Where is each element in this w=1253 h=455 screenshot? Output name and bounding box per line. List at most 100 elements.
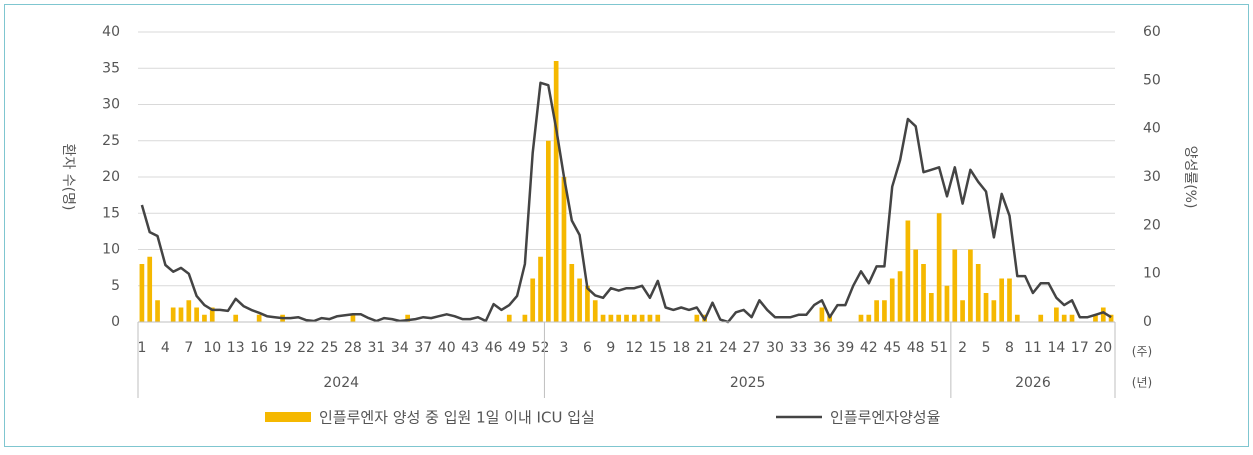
bar bbox=[1069, 314, 1075, 322]
bar bbox=[866, 314, 872, 322]
bar bbox=[1007, 278, 1012, 322]
bar bbox=[639, 314, 645, 322]
x-tick-label: 43 bbox=[461, 340, 479, 356]
x-tick-label: 2 bbox=[958, 340, 967, 356]
x-unit-label: (주) bbox=[1132, 345, 1152, 359]
x-tick-label: 12 bbox=[625, 340, 643, 356]
bar bbox=[921, 264, 926, 322]
bar bbox=[647, 314, 653, 322]
x-tick-label: 52 bbox=[532, 340, 550, 356]
x-tick-label: 5 bbox=[982, 340, 991, 356]
x-tick-label: 40 bbox=[438, 340, 456, 356]
bar bbox=[999, 278, 1005, 322]
bar bbox=[600, 314, 606, 322]
x-tick-label: 24 bbox=[719, 340, 737, 356]
line bbox=[140, 81, 1112, 324]
x-tick-label: 17 bbox=[1071, 340, 1089, 356]
x-tick-label: 37 bbox=[414, 340, 432, 356]
group-label: 2026 bbox=[1015, 375, 1051, 391]
y-tick-label: 35 bbox=[102, 60, 120, 76]
y-tick-label: 30 bbox=[102, 97, 120, 113]
bar bbox=[1093, 314, 1098, 322]
bar bbox=[874, 300, 879, 322]
bar bbox=[905, 220, 911, 322]
x-tick-label: 3 bbox=[560, 340, 569, 356]
bar bbox=[952, 249, 958, 322]
bar bbox=[631, 314, 637, 322]
bar bbox=[1108, 314, 1114, 322]
y-tick-label: 25 bbox=[102, 133, 120, 149]
x-tick-label: 14 bbox=[1047, 340, 1065, 356]
x-tick-label: 4 bbox=[161, 340, 170, 356]
x-tick-label: 9 bbox=[606, 340, 615, 356]
y-tick-label: 40 bbox=[102, 24, 120, 40]
bar bbox=[577, 278, 582, 322]
bar bbox=[405, 314, 410, 322]
x-tick-label: 1 bbox=[137, 340, 146, 356]
y-tick-label: 20 bbox=[102, 169, 120, 185]
bar bbox=[1014, 314, 1020, 322]
x-tick-label: 51 bbox=[930, 340, 948, 356]
bar bbox=[522, 314, 528, 322]
bar bbox=[1054, 307, 1059, 322]
x-tick-label: 21 bbox=[696, 340, 714, 356]
bar bbox=[592, 300, 598, 322]
frame bbox=[4, 4, 1249, 447]
y2-tick-label: 30 bbox=[1143, 169, 1161, 185]
bar bbox=[256, 314, 262, 322]
y-tick-label: 5 bbox=[111, 278, 120, 294]
bar bbox=[913, 249, 919, 322]
bar bbox=[882, 300, 887, 322]
bar bbox=[819, 307, 825, 322]
x-tick-label: 16 bbox=[250, 340, 268, 356]
bar bbox=[975, 264, 981, 322]
bar bbox=[983, 293, 989, 322]
bar bbox=[178, 307, 184, 322]
x-tick-label: 11 bbox=[1024, 340, 1042, 356]
bar bbox=[968, 249, 973, 322]
x-tick-label: 22 bbox=[297, 340, 315, 356]
bar bbox=[608, 314, 614, 322]
x-tick-label: 34 bbox=[391, 340, 409, 356]
y-tick-label: 10 bbox=[102, 242, 120, 258]
bar bbox=[616, 314, 622, 322]
y2-axis-title: 양성률(%) bbox=[1182, 146, 1198, 209]
x-tick-label: 20 bbox=[1094, 340, 1112, 356]
x-tick-label: 27 bbox=[743, 340, 761, 356]
bar bbox=[530, 278, 536, 322]
y2-tick-label: 50 bbox=[1143, 72, 1161, 88]
bar bbox=[1061, 314, 1067, 322]
x-tick-label: 8 bbox=[1005, 340, 1014, 356]
y-tick-label: 0 bbox=[111, 314, 120, 330]
y2-tick-label: 10 bbox=[1143, 266, 1161, 282]
bar bbox=[553, 61, 559, 322]
bar bbox=[233, 314, 239, 322]
y2-tick-label: 60 bbox=[1143, 24, 1161, 40]
legend-swatch bbox=[265, 412, 311, 422]
x-tick-label: 10 bbox=[203, 340, 221, 356]
bar bbox=[944, 285, 950, 322]
bar bbox=[585, 285, 590, 322]
x-tick-label: 48 bbox=[907, 340, 925, 356]
x-tick-label: 49 bbox=[508, 340, 526, 356]
y-axis-title: 환자 수(명) bbox=[60, 144, 76, 211]
x-tick-label: 39 bbox=[836, 340, 854, 356]
bar bbox=[569, 264, 575, 322]
bar bbox=[350, 314, 356, 322]
group-label: 2025 bbox=[730, 375, 766, 391]
bar bbox=[889, 278, 895, 322]
y2-tick-label: 20 bbox=[1143, 217, 1161, 233]
y-tick-label: 15 bbox=[102, 205, 120, 221]
bar bbox=[928, 293, 934, 322]
bar bbox=[960, 300, 965, 322]
y2-tick-label: 40 bbox=[1143, 121, 1161, 137]
bar bbox=[1038, 314, 1044, 322]
bar bbox=[897, 271, 903, 322]
bar bbox=[561, 177, 567, 322]
x-tick-label: 28 bbox=[344, 340, 362, 356]
y2-tick-label: 0 bbox=[1143, 314, 1152, 330]
group-unit-label: (년) bbox=[1132, 376, 1152, 390]
x-tick-label: 30 bbox=[766, 340, 784, 356]
x-tick-label: 46 bbox=[485, 340, 503, 356]
